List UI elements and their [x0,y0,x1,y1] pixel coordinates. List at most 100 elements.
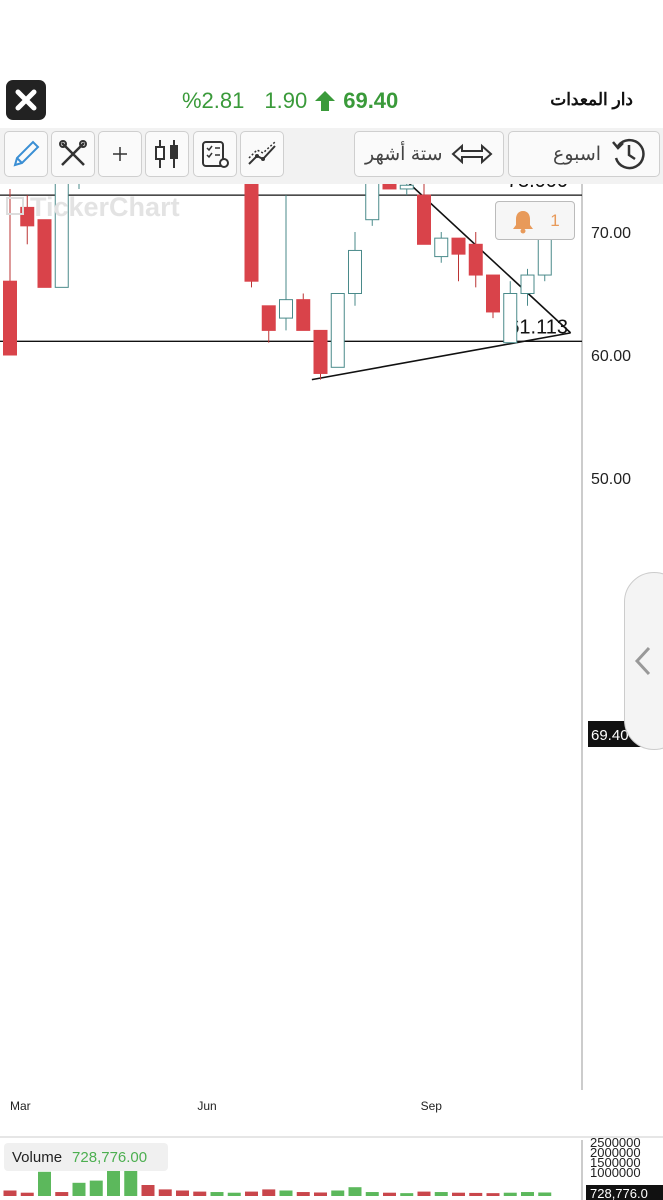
history-icon [612,138,645,170]
crosshair-button[interactable] [98,131,142,177]
volume-bar [486,1193,500,1196]
volume-bar [38,1171,51,1196]
candle-body [537,238,552,276]
volume-bar [193,1191,207,1196]
volume-bar [417,1191,431,1196]
volume-bar [538,1192,552,1196]
volume-bar [314,1192,327,1196]
candle [37,219,52,288]
chevron-left-icon [634,646,651,676]
candle-body [261,305,276,331]
price-quote: %2.81 1.90 69.40 [182,88,398,114]
volume-bar [348,1187,362,1196]
candle-body [37,219,52,288]
volume-bar [227,1192,241,1196]
candle [434,232,449,263]
pencil-icon [13,140,40,167]
chart-type-button[interactable] [240,131,284,177]
interval-selector[interactable]: اسبوع [508,131,660,177]
arrow-up-icon [315,91,336,111]
time-tick-label: Mar [10,1099,31,1113]
candle-body [279,299,293,319]
chart-toolbar: ستة أشهر اسبوع [0,128,663,184]
candle-body [399,184,414,190]
level-label: 73.000 [507,184,568,192]
change-percent: %2.81 [182,88,245,113]
candle-body [296,299,311,331]
volume-bar [279,1190,293,1196]
tools-button[interactable] [51,131,95,177]
volume-tick-label: 1500000 [590,1155,641,1170]
candle [296,293,311,331]
candle-body [348,249,362,294]
candle-body [434,237,449,258]
volume-bar [383,1192,396,1196]
period-selector[interactable]: ستة أشهر [354,131,504,177]
chart-type-icon [248,141,276,165]
price-chart[interactable]: 89.96781.61377.20373.00061.113 110.00100… [0,184,663,1200]
volume-value: 728,776.00 [72,1148,148,1166]
volume-bar [141,1185,155,1196]
volume-bar [365,1192,379,1196]
candle [348,232,362,306]
candle [330,293,345,368]
volume-bar [124,1167,138,1196]
candle [78,184,80,189]
horizontal-levels: 89.96781.61377.20373.00061.113 [0,184,582,342]
indicators-icon [202,141,229,168]
time-tick-label: Sep [421,1099,443,1113]
candle-body [20,206,35,227]
bell-icon [513,210,534,233]
alerts-button[interactable]: 1 [495,201,575,240]
close-button[interactable] [6,80,46,120]
candle-body [468,243,483,276]
candle [486,274,500,319]
level-label: 61.113 [508,316,568,338]
draw-button[interactable] [4,131,48,177]
candle [537,238,552,282]
trendline [408,184,572,334]
candle [54,184,69,288]
candle-body [3,280,17,356]
volume-bar [503,1192,517,1196]
side-panel-toggle[interactable] [624,572,663,750]
volume-bar [158,1189,172,1196]
volume-bar [176,1190,189,1196]
price-change: 1.90 [264,88,308,113]
candle-body [520,274,535,294]
volume-bar [210,1192,224,1196]
candle [399,184,414,196]
candle [261,305,276,343]
current-price-tag-text: 69.40 [591,727,629,744]
candle-body [244,184,259,282]
volume-bar [296,1192,310,1196]
candle [20,195,35,245]
indicators-button[interactable] [193,131,237,177]
volume-tick-label: 2000000 [590,1145,641,1160]
candle [503,281,518,344]
volume-bar [245,1191,258,1196]
volume-bar [521,1192,534,1196]
candle [244,184,259,288]
close-icon [15,89,37,111]
volume-last-tag: 728,776.0 [590,1186,648,1200]
price-tick-label: 60.00 [591,348,631,365]
trendline [311,332,571,381]
volume-bars [3,1165,552,1196]
candle-body [365,184,380,221]
volume-bar [3,1190,17,1196]
candle [313,329,328,380]
last-price: 69.40 [343,88,399,113]
crosshair-icon [113,147,127,161]
candles [3,184,552,380]
volume-label: Volume [12,1148,63,1166]
candlestick-button[interactable] [145,131,189,177]
candle-body [382,184,397,190]
candle [279,195,293,331]
candle-body [330,293,345,368]
candlestick-icon [155,140,178,168]
candle-body [486,274,500,313]
price-tick-label: 50.00 [591,471,631,488]
candle [365,184,380,226]
